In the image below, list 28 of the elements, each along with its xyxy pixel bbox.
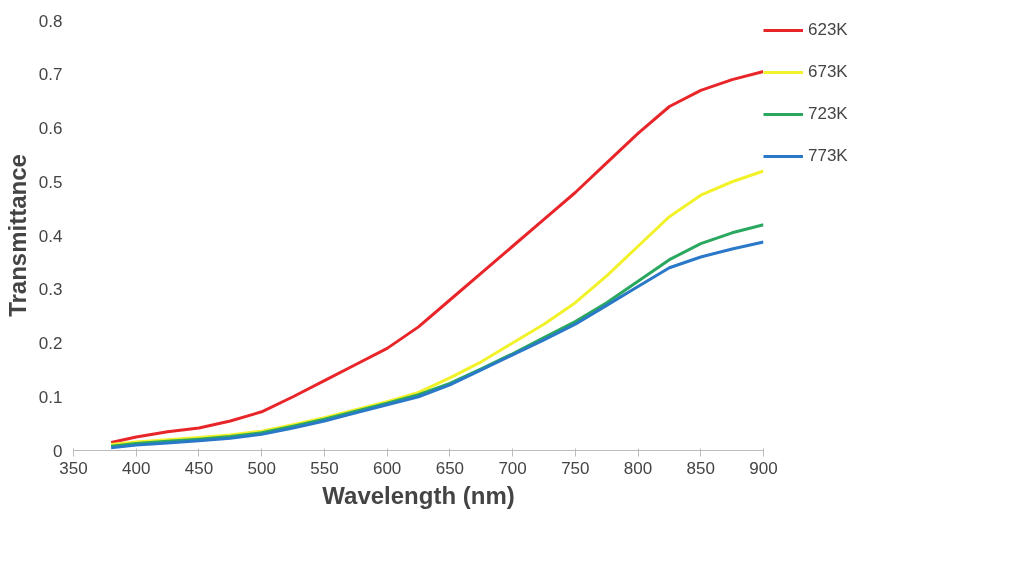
x-tick-label: 600 [372,458,402,478]
x-tick-label: 900 [749,458,778,478]
y-tick-label: 0.8 [38,11,63,31]
y-tick-label: 0.4 [38,226,63,246]
y-tick-label: 0.7 [38,65,63,85]
y-tick-label: 0.1 [38,387,63,407]
y-axis-title: Transmittance [3,154,31,317]
y-tick-label: 0.5 [38,172,63,192]
x-tick-label: 350 [59,458,88,478]
x-tick-label: 850 [686,458,715,478]
x-tick-label: 500 [247,458,276,478]
x-tick-label: 700 [498,458,527,478]
line-series [109,70,764,444]
legend-label: 623K [808,20,848,40]
legend-label: 773K [808,146,848,166]
x-tick-label: 450 [184,458,214,478]
x-tick-label: 400 [122,458,151,478]
y-tick-label: 0.6 [38,119,63,138]
x-tick-label: 650 [435,458,465,478]
legend-label: 673K [808,62,848,82]
x-tick-label: 800 [623,458,653,478]
x-tick-label: 750 [561,458,590,478]
x-axis-title: Wavelength (nm) [322,481,515,509]
y-tick-label: 0.3 [38,280,63,300]
y-tick-label: 0.2 [38,334,63,353]
x-tick-label: 550 [310,458,339,478]
legend-label: 723K [808,104,848,124]
y-tick-label: 0 [53,441,63,461]
